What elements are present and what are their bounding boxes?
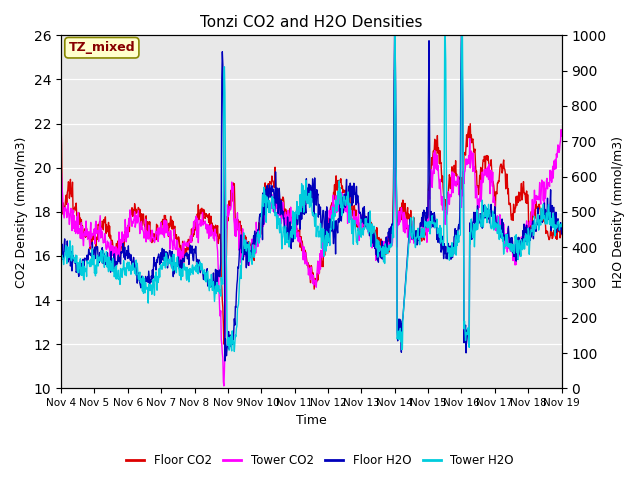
Floor H2O [557, 231, 565, 237]
Tower CO2 [81, 228, 89, 234]
Floor CO2 [57, 119, 65, 125]
Line: Tower H2O: Tower H2O [61, 36, 561, 351]
Title: Tonzi CO2 and H2O Densities: Tonzi CO2 and H2O Densities [200, 15, 422, 30]
Tower CO2 [541, 185, 548, 191]
X-axis label: Time: Time [296, 414, 326, 427]
Floor H2O [57, 252, 65, 258]
Floor CO2 [220, 341, 228, 347]
Tower CO2 [266, 198, 273, 204]
Line: Floor CO2: Floor CO2 [61, 70, 561, 344]
Floor CO2 [150, 231, 158, 237]
Floor H2O [221, 358, 228, 364]
Tower H2O [150, 285, 158, 290]
Floor CO2 [266, 183, 273, 189]
Tower CO2 [557, 127, 565, 132]
Legend: Floor CO2, Tower CO2, Floor H2O, Tower H2O: Floor CO2, Tower CO2, Floor H2O, Tower H… [122, 449, 518, 472]
Y-axis label: H2O Density (mmol/m3): H2O Density (mmol/m3) [612, 136, 625, 288]
Tower CO2 [533, 197, 541, 203]
Floor CO2 [557, 230, 565, 236]
Floor H2O [534, 207, 541, 213]
Floor H2O [266, 182, 273, 188]
Y-axis label: CO2 Density (mmol/m3): CO2 Density (mmol/m3) [15, 136, 28, 288]
Floor CO2 [81, 227, 89, 233]
Tower H2O [81, 268, 89, 274]
Floor CO2 [541, 220, 549, 226]
Tower H2O [391, 33, 399, 38]
Tower CO2 [557, 133, 565, 139]
Tower CO2 [150, 235, 158, 241]
Floor H2O [541, 206, 549, 212]
Floor H2O [150, 254, 158, 260]
Floor H2O [81, 255, 89, 261]
Floor H2O [353, 183, 360, 189]
Tower H2O [57, 254, 65, 260]
Tower H2O [266, 198, 273, 204]
Line: Tower CO2: Tower CO2 [61, 130, 561, 386]
Text: TZ_mixed: TZ_mixed [68, 41, 135, 54]
Tower H2O [230, 348, 238, 354]
Floor CO2 [534, 204, 541, 210]
Tower CO2 [220, 383, 228, 389]
Tower H2O [541, 221, 549, 227]
Floor CO2 [391, 67, 399, 73]
Tower H2O [353, 239, 360, 245]
Floor CO2 [353, 224, 360, 229]
Tower CO2 [353, 214, 360, 219]
Tower CO2 [57, 165, 65, 170]
Line: Floor H2O: Floor H2O [61, 36, 561, 361]
Tower H2O [534, 218, 541, 224]
Floor H2O [391, 33, 399, 38]
Tower H2O [557, 221, 565, 227]
